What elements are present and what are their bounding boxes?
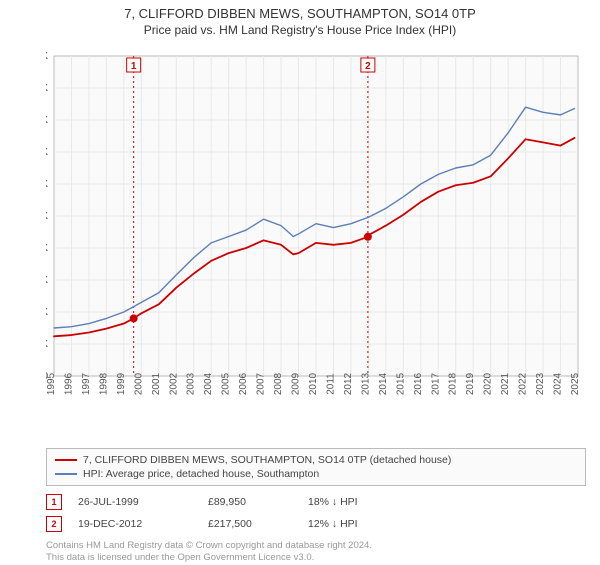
- svg-text:£250K: £250K: [46, 211, 48, 222]
- legend-and-footer: 7, CLIFFORD DIBBEN MEWS, SOUTHAMPTON, SO…: [46, 448, 586, 565]
- svg-text:2010: 2010: [308, 372, 319, 395]
- footer-line2: This data is licensed under the Open Gov…: [46, 552, 586, 564]
- legend-label: 7, CLIFFORD DIBBEN MEWS, SOUTHAMPTON, SO…: [83, 454, 451, 466]
- svg-text:2024: 2024: [553, 372, 564, 395]
- svg-text:£450K: £450K: [46, 83, 48, 94]
- svg-text:£350K: £350K: [46, 147, 48, 158]
- svg-text:£50K: £50K: [46, 339, 48, 350]
- svg-text:2020: 2020: [483, 372, 494, 395]
- legend-series-box: 7, CLIFFORD DIBBEN MEWS, SOUTHAMPTON, SO…: [46, 448, 586, 486]
- svg-text:2004: 2004: [203, 372, 214, 395]
- sale-marker-box: 1: [46, 494, 62, 510]
- svg-text:2015: 2015: [395, 372, 406, 395]
- svg-text:1: 1: [131, 61, 137, 72]
- legend-row: HPI: Average price, detached house, Sout…: [55, 467, 577, 481]
- svg-text:£500K: £500K: [46, 51, 48, 62]
- legend-label: HPI: Average price, detached house, Sout…: [83, 468, 319, 480]
- svg-text:£200K: £200K: [46, 243, 48, 254]
- title-block: 7, CLIFFORD DIBBEN MEWS, SOUTHAMPTON, SO…: [0, 0, 600, 37]
- svg-text:1996: 1996: [63, 372, 74, 395]
- svg-text:1997: 1997: [81, 372, 92, 395]
- svg-text:1998: 1998: [98, 372, 109, 395]
- svg-text:2012: 2012: [343, 372, 354, 395]
- sale-price: £89,950: [208, 496, 308, 508]
- legend-row: 7, CLIFFORD DIBBEN MEWS, SOUTHAMPTON, SO…: [55, 453, 577, 467]
- svg-text:2000: 2000: [133, 372, 144, 395]
- svg-text:2001: 2001: [151, 372, 162, 395]
- legend-swatch: [55, 473, 77, 475]
- svg-text:2006: 2006: [238, 372, 249, 395]
- sales-table: 1 26-JUL-1999£89,95018% ↓ HPI 2 19-DEC-2012…: [46, 492, 586, 536]
- svg-text:2003: 2003: [186, 372, 197, 395]
- sale-row: 1 26-JUL-1999£89,95018% ↓ HPI: [46, 492, 586, 514]
- svg-text:2014: 2014: [378, 372, 389, 395]
- footer-attribution: Contains HM Land Registry data © Crown c…: [46, 540, 586, 565]
- svg-text:2016: 2016: [413, 372, 424, 395]
- sale-hpi-delta: 18% ↓ HPI: [308, 496, 418, 508]
- sale-row: 2 19-DEC-2012£217,50012% ↓ HPI: [46, 514, 586, 536]
- sale-hpi-delta: 12% ↓ HPI: [308, 518, 418, 530]
- svg-text:2017: 2017: [430, 372, 441, 395]
- chart-container: 7, CLIFFORD DIBBEN MEWS, SOUTHAMPTON, SO…: [0, 0, 600, 560]
- svg-text:2: 2: [365, 61, 371, 72]
- svg-text:2005: 2005: [221, 372, 232, 395]
- svg-text:2002: 2002: [168, 372, 179, 395]
- svg-text:2021: 2021: [500, 372, 511, 395]
- svg-text:£400K: £400K: [46, 115, 48, 126]
- sale-marker-box: 2: [46, 516, 62, 532]
- svg-text:2018: 2018: [448, 372, 459, 395]
- footer-line1: Contains HM Land Registry data © Crown c…: [46, 540, 586, 552]
- svg-text:1999: 1999: [116, 372, 127, 395]
- title-subtitle: Price paid vs. HM Land Registry's House …: [0, 23, 600, 37]
- svg-text:2022: 2022: [518, 372, 529, 395]
- svg-text:2007: 2007: [256, 372, 267, 395]
- sale-date: 26-JUL-1999: [78, 496, 208, 508]
- svg-text:2008: 2008: [273, 372, 284, 395]
- sale-date: 19-DEC-2012: [78, 518, 208, 530]
- price-chart: £0£50K£100K£150K£200K£250K£300K£350K£400…: [46, 44, 586, 414]
- svg-text:1995: 1995: [46, 372, 57, 395]
- svg-text:2025: 2025: [570, 372, 581, 395]
- svg-text:2009: 2009: [291, 372, 302, 395]
- svg-text:£100K: £100K: [46, 307, 48, 318]
- svg-text:2023: 2023: [535, 372, 546, 395]
- svg-text:£300K: £300K: [46, 179, 48, 190]
- svg-text:2013: 2013: [360, 372, 371, 395]
- svg-text:2019: 2019: [465, 372, 476, 395]
- title-address: 7, CLIFFORD DIBBEN MEWS, SOUTHAMPTON, SO…: [0, 6, 600, 21]
- legend-swatch: [55, 459, 77, 461]
- svg-text:£150K: £150K: [46, 275, 48, 286]
- sale-price: £217,500: [208, 518, 308, 530]
- svg-text:2011: 2011: [325, 373, 336, 395]
